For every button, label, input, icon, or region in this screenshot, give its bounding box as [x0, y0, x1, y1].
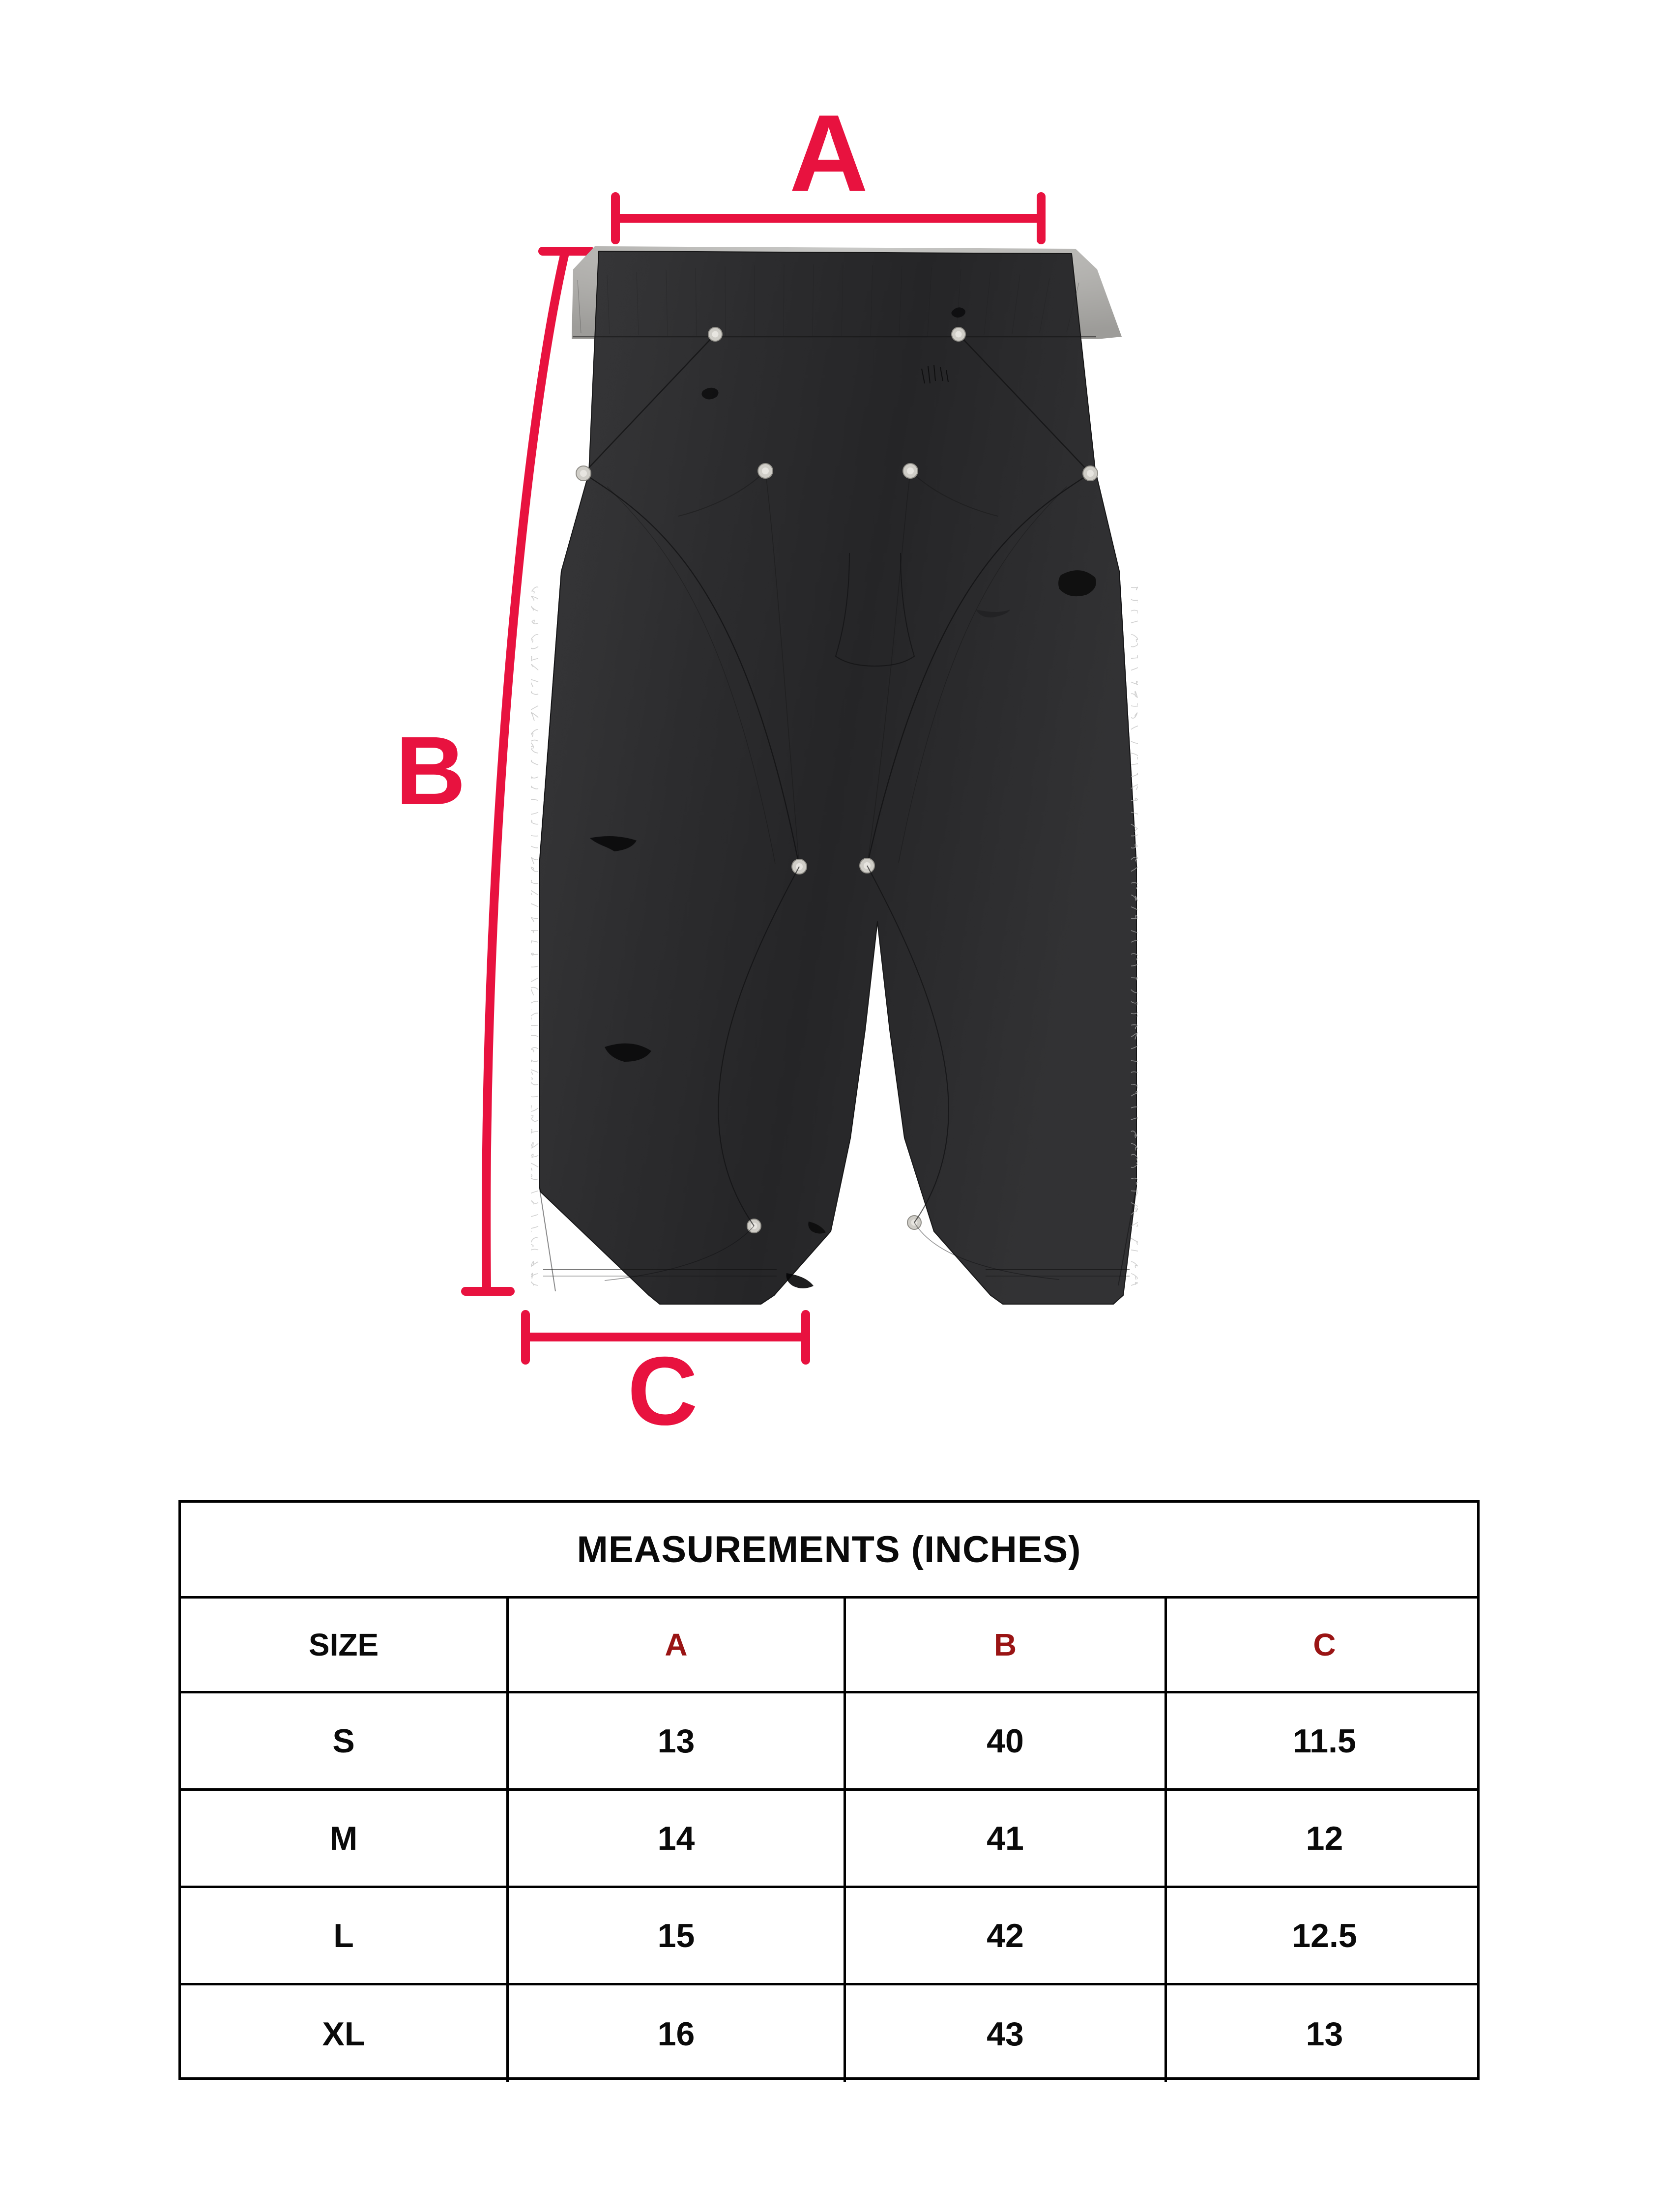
svg-text:A: A [789, 92, 868, 214]
svg-text:C: C [628, 1337, 698, 1445]
svg-text:B: B [396, 716, 466, 825]
